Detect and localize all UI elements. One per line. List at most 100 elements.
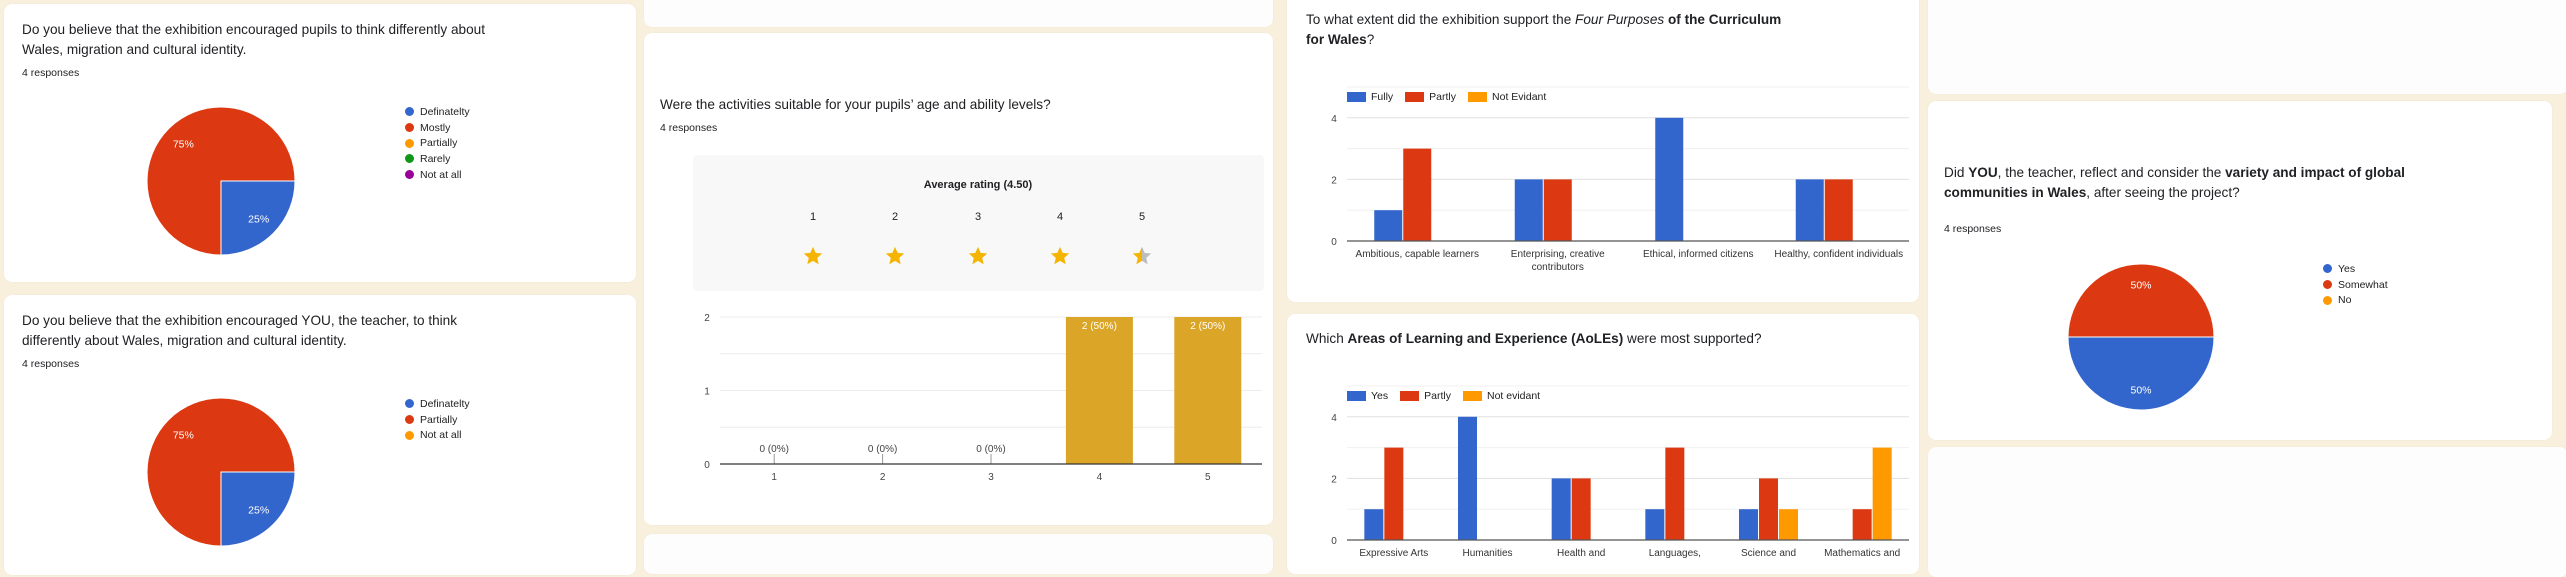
y-tick-label: 2 [1331, 474, 1337, 485]
chart-legend: Fully Partly Not Evidant [1347, 91, 1546, 103]
response-count: 4 responses [22, 67, 80, 79]
pie-chart: 25% 75% [146, 397, 296, 547]
star-shape [1132, 246, 1152, 265]
slice-label: 50% [2130, 385, 2151, 397]
title-segment: Do you believe that the exhibition encou… [22, 313, 458, 348]
slice-label: 75% [173, 138, 194, 150]
bar-yes [1551, 478, 1571, 540]
pie-slice-partially [146, 397, 296, 547]
pie-slice-definatelty [220, 471, 296, 547]
bar [1065, 317, 1133, 464]
bar-fully [1514, 179, 1543, 241]
response-count: 4 responses [22, 358, 80, 370]
legend-item[interactable]: Not Evidant [1468, 91, 1546, 103]
x-tick-label: 4 [1097, 472, 1103, 483]
legend-item[interactable]: Partially [405, 412, 470, 428]
legend-dot-icon [405, 138, 414, 148]
legend-item[interactable]: Mostly [405, 120, 470, 136]
legend-swatch-icon [1462, 391, 1482, 401]
question-title: To what extent did the exhibition suppor… [1306, 10, 1796, 50]
title-segment: of the Curriculum for Wales [1306, 12, 1782, 47]
bar-not-evidant [1872, 447, 1892, 540]
bar [1174, 317, 1242, 464]
bar-data-label: 0 (0%) [759, 444, 788, 455]
title-segment: YOU [1968, 165, 1998, 180]
x-tick-label: contributors [1532, 262, 1584, 273]
legend-item[interactable]: Not evidant [1462, 390, 1540, 402]
pie-chart: 50% 50% [2067, 263, 2215, 411]
legend-item[interactable]: Not at all [405, 167, 470, 183]
question-title: Which Areas of Learning and Experience (… [1306, 329, 1866, 349]
legend-swatch-icon [1400, 391, 1420, 401]
y-tick-label: 0 [1331, 237, 1337, 248]
legend-dot-icon [405, 399, 414, 409]
title-segment: , the teacher, reflect and consider the [1997, 165, 2226, 180]
star-icon [885, 246, 905, 265]
legend-item[interactable]: Rarely [405, 151, 470, 167]
star-number: 2 [891, 211, 899, 223]
slice-label: 25% [248, 214, 269, 226]
legend-dot-icon [405, 123, 414, 133]
legend-item[interactable]: Partly [1400, 390, 1451, 402]
legend-item[interactable]: Fully [1347, 91, 1393, 103]
question-title: Were the activities suitable for your pu… [660, 95, 1220, 115]
bar-partly [1824, 179, 1853, 241]
legend-label: Yes [1371, 390, 1389, 402]
card-q6 [1928, 101, 2552, 440]
y-tick-label: 4 [1331, 413, 1337, 424]
bar-partly [1759, 478, 1778, 540]
bar-yes [1645, 509, 1665, 540]
legend-item[interactable]: Somewhat [2323, 277, 2388, 293]
title-segment: Which [1306, 331, 1348, 346]
legend-item[interactable]: Partially [405, 135, 470, 151]
bar-partly [1403, 148, 1432, 241]
bar-yes [1364, 509, 1384, 540]
bar-yes [1458, 416, 1477, 540]
legend-item[interactable]: Partly [1405, 91, 1456, 103]
chart-legend: Definatelty Mostly Partially Rarely Not at a… [405, 104, 470, 182]
legend-label: Definatelty [420, 105, 470, 118]
legend-item[interactable]: Definatelty [405, 396, 470, 412]
legend-item[interactable]: Yes [2323, 261, 2388, 277]
legend-dot-icon [405, 107, 414, 117]
bar-fully [1374, 210, 1403, 241]
title-segment: Were the activities suitable for your pu… [660, 97, 1051, 112]
y-tick-label: 2 [704, 313, 710, 324]
average-rating-panel [693, 155, 1264, 291]
average-rating-label: Average rating (4.50) [923, 179, 1033, 191]
y-tick-label: 0 [704, 460, 710, 471]
legend-label: Partly [1424, 390, 1451, 402]
legend-item[interactable]: Definatelty [405, 104, 470, 120]
bar-fully [1795, 179, 1824, 241]
title-segment: To what extent did the exhibition suppor… [1306, 12, 1576, 27]
legend-swatch-icon [1347, 391, 1366, 401]
legend-swatch-icon [1347, 92, 1366, 102]
pie-slice-mostly [146, 106, 296, 256]
legend-label: Somewhat [2338, 278, 2388, 291]
slice-label: 75% [173, 429, 194, 441]
x-tick-label: Science and [1741, 548, 1796, 559]
card-q2 [4, 295, 636, 575]
legend-item[interactable]: No [2323, 292, 2388, 308]
y-tick-label: 2 [1331, 175, 1337, 186]
x-tick-label: Ambitious, capable learners [1356, 249, 1479, 260]
star-icon [1132, 246, 1152, 265]
legend-label: Not at all [420, 429, 462, 442]
bar-partly [1384, 447, 1404, 540]
star-shape [1050, 246, 1070, 265]
rating-bar-chart: 0 1 2 0 (0%) 1 0 (0%) 2 0 (0%) 3 2 (50%) 4 2 (50%) 5 [704, 313, 1262, 483]
legend-label: Definatelty [420, 397, 470, 410]
bar-data-label: 0 (0%) [976, 444, 1005, 455]
legend-item[interactable]: Not at all [405, 427, 470, 443]
bar-data-label: 2 (50%) [1082, 321, 1117, 332]
legend-item[interactable]: Yes [1347, 390, 1388, 402]
y-tick-label: 0 [1331, 536, 1337, 547]
pie-slice-definatelty [220, 180, 296, 256]
legend-label: Not at all [420, 168, 462, 181]
legend-label: No [2338, 294, 2352, 307]
star-icon [803, 246, 823, 265]
legend-dot-icon [2323, 280, 2332, 290]
bar-not-evidant [1779, 509, 1798, 540]
x-tick-label: 5 [1205, 472, 1211, 483]
